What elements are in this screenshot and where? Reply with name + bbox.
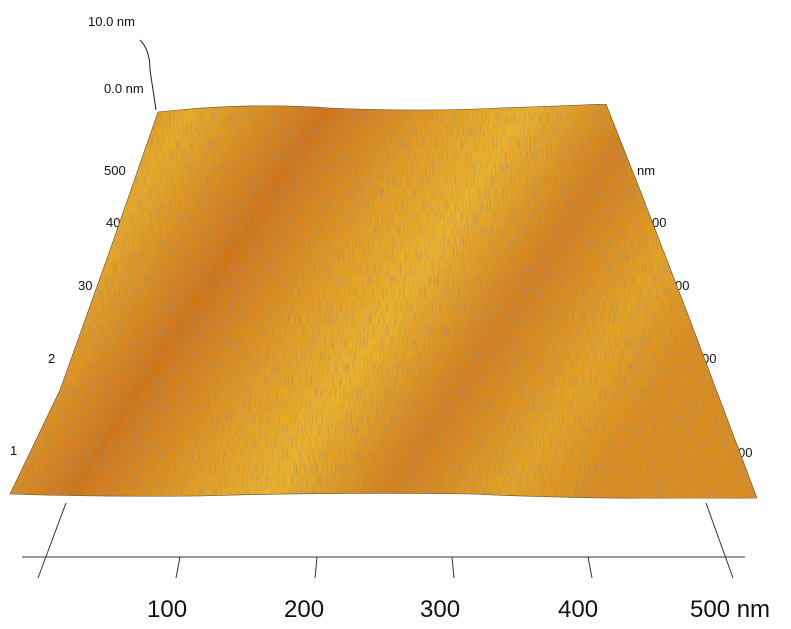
bottom-axis-label: 400 [558, 596, 598, 623]
bottom-axis-label: 300 [420, 596, 460, 623]
left-axis-label: 30 [78, 278, 92, 293]
left-edge [37, 502, 67, 579]
z-axis-top-label: 10.0 nm [88, 14, 135, 29]
left-axis-label: 2 [48, 351, 55, 366]
bottom-axis-label: 500 nm [690, 596, 770, 623]
afm-surface [9, 103, 758, 499]
right-axis-label: 00 [652, 215, 666, 230]
bottom-axis-label: 200 [284, 596, 324, 623]
bottom-axis: 100 200 300 400 500 nm [147, 596, 770, 623]
left-axis: 500 40 30 2 1 [10, 163, 126, 458]
bottom-axis-label: 100 [147, 596, 187, 623]
left-axis-label: 40 [106, 215, 120, 230]
z-axis-bottom-label: 0.0 nm [104, 81, 144, 96]
z-axis-line [139, 39, 157, 111]
right-edge [705, 502, 734, 579]
right-axis: nm 00 00 00 00 [637, 163, 752, 460]
left-axis-label: 1 [10, 443, 17, 458]
right-axis-label: nm [637, 163, 655, 178]
bottom-ticks [175, 556, 593, 579]
left-axis-label: 500 [104, 163, 126, 178]
right-axis-label: 00 [738, 445, 752, 460]
right-axis-label: 00 [675, 278, 689, 293]
